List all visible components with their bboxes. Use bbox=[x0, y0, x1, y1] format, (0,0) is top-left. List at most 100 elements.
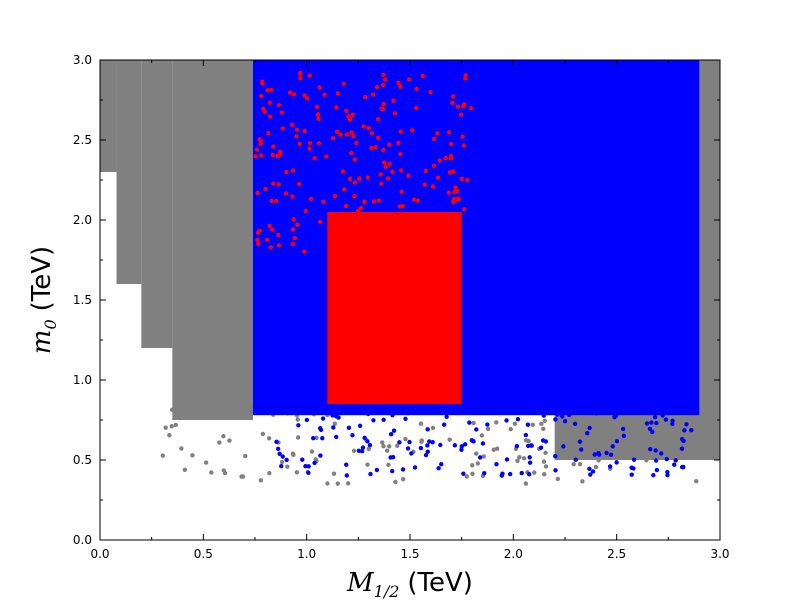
series-1-point bbox=[274, 439, 279, 445]
y-tick-label: 2.0 bbox=[73, 213, 92, 227]
series-2-point bbox=[396, 140, 401, 146]
series-0-point bbox=[470, 471, 475, 477]
series-2-point bbox=[291, 92, 297, 97]
series-1-point bbox=[405, 446, 411, 451]
series-2-point bbox=[344, 203, 349, 209]
series-2-point bbox=[435, 216, 440, 222]
series-2-point bbox=[396, 80, 401, 86]
series-1-point bbox=[344, 473, 349, 478]
series-1-point bbox=[526, 471, 532, 477]
series-1-point bbox=[484, 402, 489, 407]
series-1-point bbox=[679, 436, 685, 442]
axis-ticks: 0.0 0.5 1.0 1.5 2.0 2.5 3.0 0.0 0.5 1.0 1.5 2.0 2.5 3… bbox=[73, 53, 730, 561]
series-0-point bbox=[331, 471, 337, 476]
series-1-point bbox=[391, 428, 397, 433]
series-1-point bbox=[474, 427, 479, 432]
series-1-point bbox=[570, 405, 575, 410]
series-1-point bbox=[300, 457, 305, 462]
series-2-point bbox=[297, 181, 302, 187]
series-1-point bbox=[403, 416, 408, 422]
series-1-point bbox=[459, 444, 465, 449]
series-2-point bbox=[385, 234, 390, 240]
series-2-point bbox=[465, 177, 470, 183]
series-0-point bbox=[655, 428, 661, 433]
series-2-point bbox=[444, 219, 449, 224]
series-2-point bbox=[457, 222, 462, 228]
series-0-point bbox=[532, 470, 537, 475]
series-0-point bbox=[221, 468, 226, 473]
series-1-point bbox=[553, 468, 558, 473]
series-2-point bbox=[256, 241, 261, 247]
series-2-point bbox=[390, 169, 395, 174]
series-0-point bbox=[345, 481, 351, 486]
series-2-point bbox=[342, 187, 347, 192]
series-1-point bbox=[665, 472, 670, 478]
series-0-point bbox=[508, 426, 513, 432]
series-0-point bbox=[599, 421, 605, 426]
series-0-point bbox=[542, 418, 548, 424]
series-2-point bbox=[458, 112, 464, 117]
series-1-point bbox=[543, 439, 549, 444]
series-0-point bbox=[523, 481, 529, 486]
series-1-point bbox=[277, 451, 282, 457]
series-0-point bbox=[332, 421, 338, 426]
series-0-point bbox=[266, 436, 272, 441]
series-2-point bbox=[459, 176, 464, 182]
series-1-point bbox=[514, 443, 520, 449]
series-1-point bbox=[588, 472, 593, 477]
series-2-point bbox=[406, 173, 411, 178]
series-0-point bbox=[163, 425, 168, 430]
series-1-point bbox=[388, 432, 394, 437]
series-1-point bbox=[538, 445, 544, 450]
series-2-point bbox=[291, 217, 296, 222]
series-0-point bbox=[474, 451, 479, 456]
series-0-point bbox=[335, 481, 340, 486]
series-2-point bbox=[401, 246, 407, 251]
series-0-point bbox=[203, 460, 209, 465]
series-0-point bbox=[208, 403, 213, 409]
series-0-point bbox=[517, 454, 522, 460]
series-0-point bbox=[481, 454, 486, 459]
series-0-point bbox=[475, 461, 481, 466]
series-1-point bbox=[504, 457, 510, 462]
series-2-point bbox=[451, 196, 456, 202]
series-0-point bbox=[530, 422, 535, 427]
series-2-point bbox=[382, 77, 388, 82]
series-1-point bbox=[579, 447, 584, 452]
series-1-point bbox=[330, 413, 335, 418]
series-2-point bbox=[456, 196, 462, 202]
series-1-point bbox=[692, 404, 697, 409]
series-2-point bbox=[340, 213, 346, 218]
series-1-point bbox=[515, 416, 521, 422]
series-1-point bbox=[604, 450, 609, 456]
series-1-point bbox=[504, 418, 509, 423]
series-2-point bbox=[317, 85, 322, 90]
series-0-point bbox=[470, 463, 475, 468]
series-2-point bbox=[292, 235, 297, 241]
series-1-point bbox=[462, 442, 468, 447]
series-2-point bbox=[461, 103, 466, 109]
series-1-point bbox=[553, 453, 558, 459]
series-1-point bbox=[409, 451, 414, 456]
series-2-point bbox=[290, 227, 296, 232]
series-2-point bbox=[365, 243, 370, 249]
data-points bbox=[100, 60, 720, 486]
series-2-point bbox=[443, 155, 448, 161]
series-2-point bbox=[280, 126, 285, 131]
series-1-point bbox=[407, 439, 412, 445]
series-1-point bbox=[279, 464, 284, 469]
series-0-point bbox=[294, 470, 300, 475]
series-0-point bbox=[555, 476, 560, 482]
y-tick-label: 1.0 bbox=[73, 373, 92, 387]
series-0-point bbox=[541, 426, 546, 432]
series-2-point bbox=[406, 77, 412, 82]
series-2-point bbox=[259, 93, 264, 99]
series-2-point bbox=[351, 133, 356, 139]
series-1-point bbox=[412, 465, 418, 470]
series-2-point bbox=[456, 231, 461, 237]
series-2-point bbox=[352, 157, 358, 162]
series-2-point bbox=[294, 134, 299, 139]
series-2-point bbox=[349, 130, 354, 135]
series-0-point bbox=[179, 394, 185, 399]
series-1-point bbox=[523, 432, 529, 438]
